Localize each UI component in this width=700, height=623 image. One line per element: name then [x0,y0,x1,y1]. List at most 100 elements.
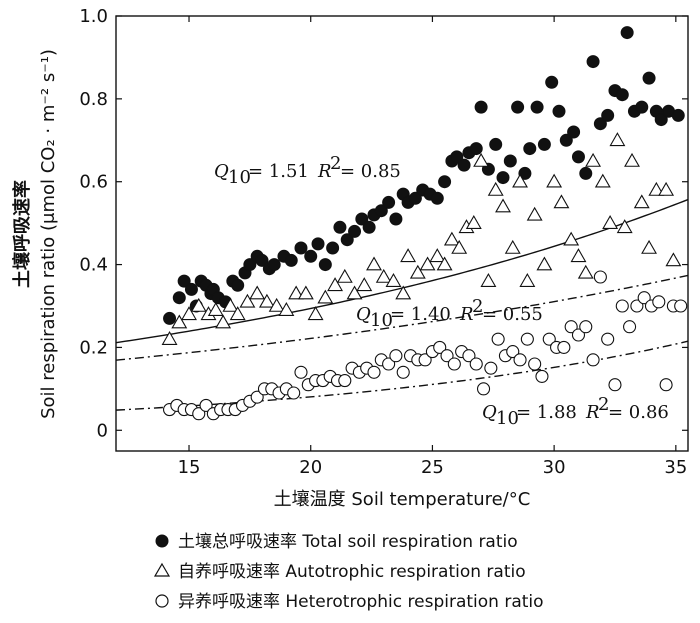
r2-superscript: 2 [598,394,609,415]
legend-marker-heterotrophic [155,594,169,608]
r2-superscript: 2 [330,153,341,174]
heterotrophic-point [506,345,520,359]
autotrophic-point [400,248,417,263]
heterotrophic-point [338,374,352,388]
autotrophic-point [278,302,295,316]
heterotrophic-point [491,332,505,346]
heterotrophic-point [542,332,556,346]
total-point [615,88,629,102]
total-point [579,166,593,180]
total-point [530,100,544,114]
autotrophic-point [451,239,468,254]
autotrophic-point [473,152,490,167]
total-point [408,191,422,205]
total-point [671,108,685,122]
autotrophic-point [356,277,373,292]
autotrophic-point [307,306,324,321]
total-point [469,142,483,156]
autotrophic-point [239,293,256,308]
x-tick-label: 35 [664,457,687,478]
heterotrophic-point [294,365,308,379]
autotrophic-point [504,239,521,254]
heterotrophic-point [447,357,461,371]
fit-curve-autotrophic [115,274,689,361]
total-point [450,150,464,164]
autotrophic-point [609,132,626,147]
autotrophic-point [181,306,197,321]
total-point [474,100,488,114]
y-tick-label: 0.4 [79,255,108,276]
total-point [593,117,607,131]
autotrophic-point [577,264,594,279]
autotrophic-point [336,268,353,283]
r2-value: = 0.85 [340,161,401,182]
fit-annotation-total: Q 10 = 1.51 R 2 = 0.85 [214,153,401,188]
axis-ticks: 15 20 25 30 35 0 0.2 0.4 0.6 0.8 1.0 [79,6,688,478]
autotrophic-point [366,256,382,271]
q10-value: = 1.40 [390,304,451,325]
total-point [489,137,503,151]
heterotrophic-point [367,365,381,379]
autotrophic-point [487,181,504,196]
total-point [340,233,354,247]
q10-symbol: Q [356,304,371,325]
total-point [243,258,257,272]
total-point [511,100,525,114]
autotrophic-point [346,285,363,300]
autotrophic-point [665,252,682,267]
heterotrophic-point [396,365,410,379]
heterotrophic-point [199,398,213,412]
q10-value: = 1.88 [516,402,577,423]
heterotrophic-point [520,332,534,346]
x-tick-label: 15 [178,457,201,478]
r2-value: = 0.55 [482,304,543,325]
total-point [267,258,281,272]
total-point [496,171,510,185]
q10-subscript: 10 [228,167,251,188]
x-tick-label: 30 [543,457,566,478]
heterotrophic-point [469,357,483,371]
q10-value: = 1.51 [248,161,309,182]
total-point [355,212,369,226]
total-point [231,278,245,292]
autotrophic-point [297,285,314,300]
heterotrophic-point [557,340,571,354]
q10-subscript: 10 [496,408,519,429]
total-point [654,113,668,127]
autotrophic-point [633,194,650,209]
q10-symbol: Q [482,402,497,423]
autotrophic-point [249,285,266,300]
autotrophic-point [429,248,446,263]
total-point [571,150,585,164]
autotrophic-point [327,277,344,292]
autotrophic-point [465,215,482,229]
total-point [457,158,471,172]
total-point [374,204,388,218]
total-point [284,253,298,267]
heterotrophic-point [250,390,264,404]
r2-symbol: R [585,402,600,423]
y-tick-label: 0.6 [79,172,108,193]
heterotrophic-point [615,299,629,313]
total-point [559,133,573,147]
autotrophic-point [436,256,453,271]
total-point [518,166,532,180]
total-point [635,100,649,114]
total-point [438,175,452,189]
total-point [552,104,566,118]
autotrophic-point [594,173,611,188]
heterotrophic-point [564,320,578,334]
total-point [294,241,308,255]
total-point [304,249,318,263]
total-point [430,191,444,205]
autotrophic-point [648,181,665,196]
total-point [163,311,177,325]
autotrophic-point [171,314,188,329]
autotrophic-point [546,173,563,188]
fit-annotation-heterotrophic: Q 10 = 1.88 R 2 = 0.86 [482,394,669,429]
total-point [382,195,396,209]
heterotrophic-point [674,299,688,313]
autotrophic-point [443,231,460,246]
heterotrophic-point [462,349,476,363]
